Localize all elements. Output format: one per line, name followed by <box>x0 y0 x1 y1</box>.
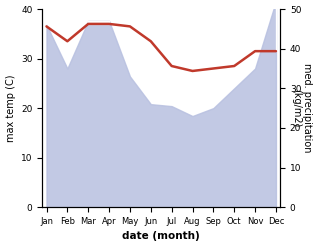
X-axis label: date (month): date (month) <box>122 231 200 242</box>
Y-axis label: max temp (C): max temp (C) <box>5 74 16 142</box>
Y-axis label: med. precipitation
(kg/m2): med. precipitation (kg/m2) <box>291 63 313 153</box>
